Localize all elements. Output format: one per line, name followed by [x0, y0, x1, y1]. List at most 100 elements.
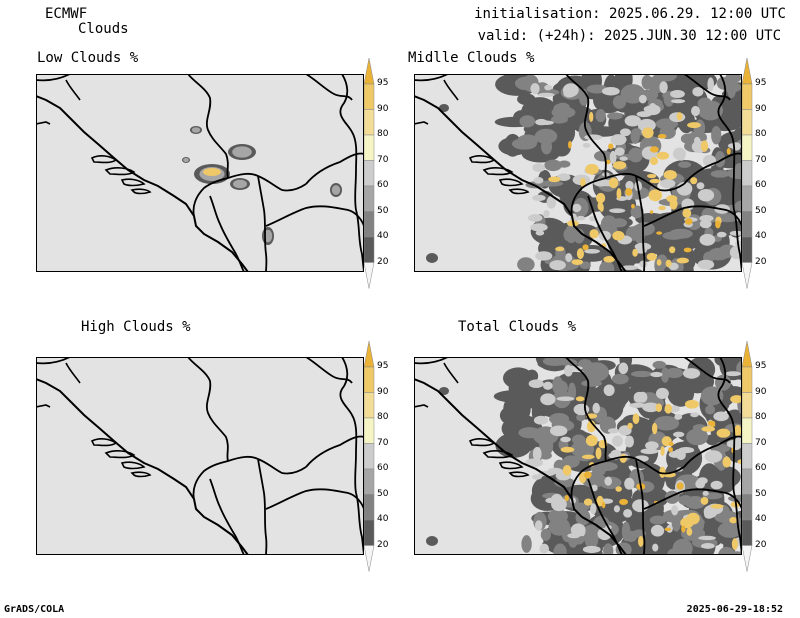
coastline: [36, 378, 249, 555]
colorbar-bottom-arrow: [741, 545, 753, 572]
island-outline: [414, 121, 429, 125]
colorbar-top-arrow: [363, 57, 375, 85]
panel-title-middle: Midlle Clouds %: [408, 50, 535, 66]
colorbar-tick-label: 80: [755, 412, 767, 422]
country-border: [570, 455, 685, 500]
country-border: [355, 492, 364, 555]
colorbar-svg: [363, 340, 375, 572]
colorbar-total: 95 90 80 70 60 50 40 20: [741, 340, 778, 575]
island-outline: [36, 404, 51, 408]
country-border: [257, 175, 268, 272]
country-border: [733, 492, 742, 555]
colorbar-top-arrow: [741, 57, 753, 85]
colorbar-segment: [741, 160, 753, 187]
colorbar-segment: [741, 494, 753, 521]
island-outline: [120, 461, 146, 470]
colorbar-segment: [363, 494, 375, 521]
colorbar-tick-label: 95: [377, 78, 389, 88]
panel-title-high: High Clouds %: [81, 319, 191, 335]
island-outline: [130, 471, 152, 478]
colorbar-tick-label: 90: [755, 386, 767, 397]
country-border: [570, 172, 685, 217]
field-name: Clouds: [78, 21, 129, 37]
colorbar-tick-label: 50: [377, 488, 389, 499]
colorbar-segment: [363, 236, 375, 263]
island-outline: [90, 438, 118, 447]
colorbar-tick-label: 20: [755, 539, 767, 550]
island-outline: [508, 188, 530, 195]
island-outline: [482, 167, 514, 176]
colorbar-segment: [363, 185, 375, 212]
colorbar-segment: [363, 392, 375, 419]
map-canvas: [414, 357, 742, 555]
country-border: [305, 152, 364, 185]
colorbar-tick-label: 60: [755, 180, 767, 190]
island-outline: [468, 155, 496, 164]
island-outline: [36, 121, 51, 125]
colorbar-tick-label: 20: [377, 539, 389, 550]
colorbar-top-arrow: [363, 340, 375, 368]
island-outline: [443, 362, 459, 384]
island-outline: [482, 450, 514, 459]
country-border: [305, 435, 364, 468]
map-canvas: [36, 74, 364, 272]
country-border: [355, 209, 364, 272]
country-border: [192, 172, 307, 217]
colorbar-bottom-arrow: [363, 545, 375, 572]
colorbar-tick-label: 40: [377, 231, 389, 241]
country-border: [209, 195, 245, 272]
country-border: [683, 152, 742, 185]
map-canvas: [36, 357, 364, 555]
map-canvas: [414, 74, 742, 272]
island-outline: [104, 167, 136, 176]
colorbar-tick-label: 90: [377, 103, 389, 114]
footer-timestamp: 2025-06-29-18:52: [686, 604, 783, 615]
colorbar-tick-label: 50: [377, 205, 389, 216]
country-border: [257, 458, 268, 555]
island-outline: [65, 79, 81, 101]
colorbar-tick-label: 60: [755, 463, 767, 473]
map-total-clouds: [414, 357, 742, 555]
colorbar-segment: [741, 83, 753, 110]
panel-title-total: Total Clouds %: [458, 319, 577, 335]
country-border: [587, 195, 623, 272]
colorbar-segment: [363, 211, 375, 238]
footer-software: GrADS/COLA: [4, 604, 65, 615]
colorbar-segment: [741, 519, 753, 546]
colorbar-tick-label: 95: [377, 361, 389, 371]
colorbar-svg: [741, 57, 753, 289]
colorbar-bottom-arrow: [363, 262, 375, 289]
colorbar-segment: [741, 443, 753, 470]
map-low-clouds: [36, 74, 364, 272]
country-border: [192, 455, 307, 500]
country-border: [187, 357, 229, 462]
map-frame: [36, 357, 364, 555]
colorbar-tick-label: 60: [377, 463, 389, 473]
country-border: [635, 458, 646, 555]
colorbar-segment: [363, 519, 375, 546]
island-outline: [508, 471, 530, 478]
colorbar-segment: [363, 160, 375, 187]
colorbar-segment: [363, 134, 375, 161]
colorbar-tick-label: 70: [377, 437, 389, 448]
init-time: initialisation: 2025.06.29. 12:00 UTC: [474, 6, 786, 22]
island-outline: [468, 438, 496, 447]
country-border: [683, 435, 742, 468]
colorbar-segment: [741, 236, 753, 263]
colorbar-tick-label: 90: [755, 103, 767, 114]
colorbar-low: 95 90 80 70 60 50 40 20: [363, 57, 400, 292]
map-frame: [36, 74, 364, 272]
colorbar-segment: [363, 366, 375, 393]
colorbar-segment: [741, 417, 753, 444]
country-border: [305, 357, 353, 384]
colorbar-segment: [741, 211, 753, 238]
coastline: [36, 95, 249, 272]
colorbar-high: 95 90 80 70 60 50 40 20: [363, 340, 400, 575]
country-border: [565, 357, 607, 462]
coastline: [414, 378, 627, 555]
colorbar-tick-label: 80: [377, 412, 389, 422]
country-border: [733, 209, 742, 272]
coastline: [414, 95, 627, 272]
colorbar-svg: [363, 57, 375, 289]
colorbar-tick-label: 40: [755, 231, 767, 241]
